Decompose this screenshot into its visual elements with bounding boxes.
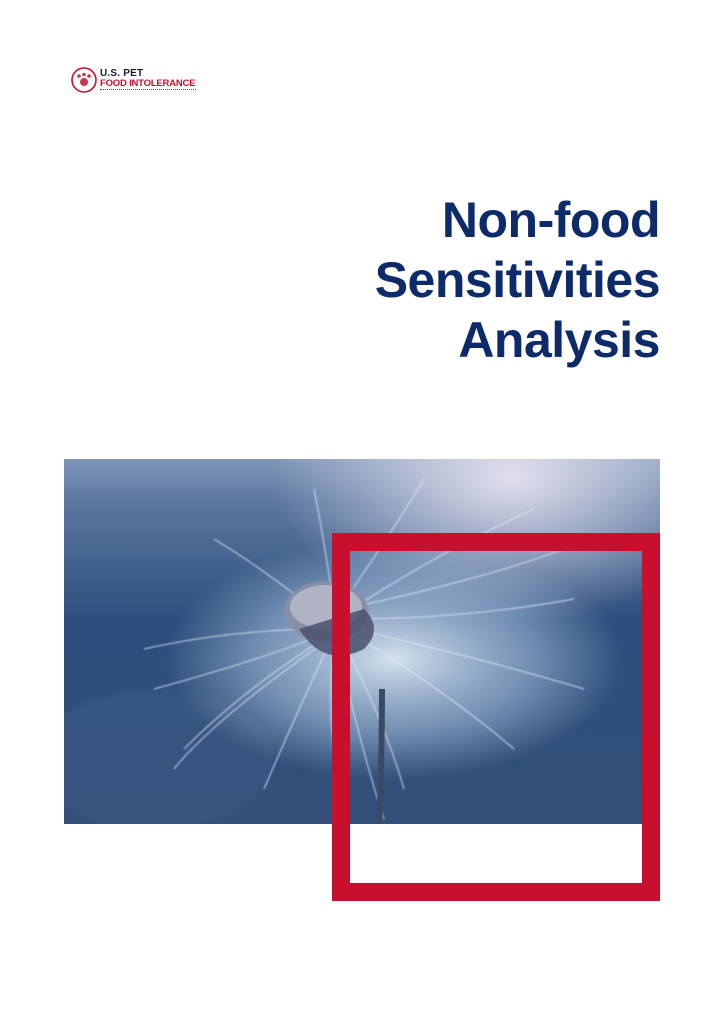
- cover-photo: [64, 459, 660, 824]
- brand-logo: U.S. PET FOOD INTOLERANCE: [70, 66, 200, 94]
- logo-text-us-pet: U.S. PET: [100, 68, 144, 79]
- decorative-red-frame: [332, 533, 660, 901]
- page-title: Non-food Sensitivities Analysis: [374, 190, 661, 370]
- title-line-3: Analysis: [458, 312, 660, 368]
- logo-divider: [100, 89, 196, 92]
- paw-circle-icon: [71, 67, 97, 93]
- logo-text-food-intolerance: FOOD INTOLERANCE: [100, 78, 196, 89]
- title-line-1: Non-food: [441, 192, 661, 248]
- title-line-2: Sensitivities: [374, 252, 661, 308]
- dandelion-photo: [64, 459, 660, 824]
